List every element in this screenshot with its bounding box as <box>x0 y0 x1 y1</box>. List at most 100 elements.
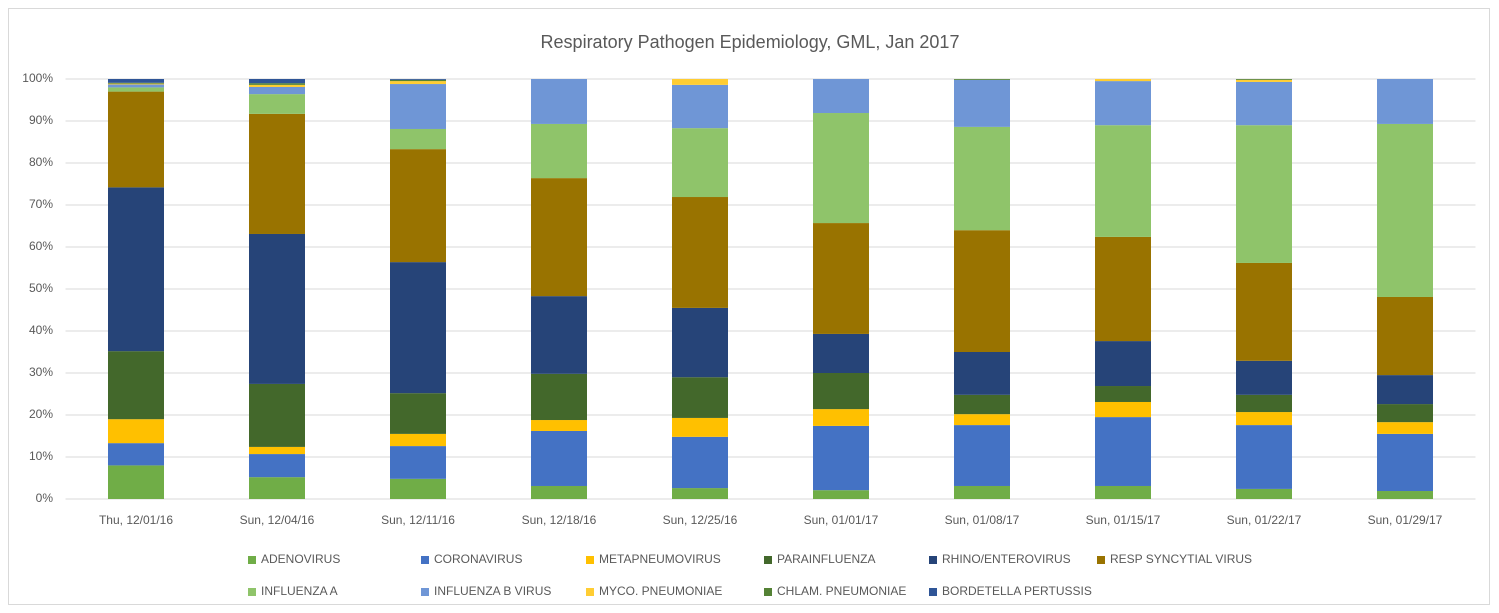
bar-segment <box>108 91 164 188</box>
bar-segment <box>108 443 164 466</box>
y-tick-label: 60% <box>29 239 53 253</box>
bar-segment <box>672 417 728 437</box>
bar-segment <box>813 79 869 114</box>
x-tick-label: Sun, 01/29/17 <box>1368 513 1443 527</box>
bar-segment <box>1236 394 1292 413</box>
legend-swatch <box>421 588 429 596</box>
y-tick-label: 100% <box>22 71 53 85</box>
bar-segment <box>1095 401 1151 418</box>
legend-label: RHINO/ENTEROVIRUS <box>942 552 1071 566</box>
bar-segment <box>672 488 728 499</box>
bar-segment <box>1236 79 1292 80</box>
legend-label: METAPNEUMOVIRUS <box>599 552 721 566</box>
x-tick-label: Sun, 01/01/17 <box>804 513 879 527</box>
bar-segment <box>108 82 164 84</box>
bar-segment <box>1236 262 1292 361</box>
bar-segment <box>390 478 446 499</box>
y-tick-label: 40% <box>29 323 53 337</box>
bar-segment <box>108 465 164 499</box>
bar-segment <box>249 383 305 447</box>
bar-segment <box>1095 417 1151 486</box>
bar-segment <box>249 86 305 95</box>
bar-segment <box>531 430 587 486</box>
bar-segment <box>1236 488 1292 499</box>
x-tick-label: Sun, 12/04/16 <box>240 513 315 527</box>
bar-segment <box>813 373 869 410</box>
y-tick-label: 70% <box>29 197 53 211</box>
bar-segment <box>954 79 1010 80</box>
bar-segment <box>390 79 446 80</box>
bar-segment <box>108 83 164 85</box>
bar-segment <box>390 262 446 394</box>
y-tick-label: 30% <box>29 365 53 379</box>
legend-swatch <box>764 588 772 596</box>
x-tick-label: Sun, 12/25/16 <box>663 513 738 527</box>
bar-segment <box>813 113 869 224</box>
bar-segment <box>1236 125 1292 263</box>
bar-segment <box>1236 412 1292 426</box>
legend-label: ADENOVIRUS <box>261 552 340 566</box>
bar-segment <box>390 446 446 479</box>
legend-swatch <box>248 588 256 596</box>
bar-segment <box>108 84 164 88</box>
x-tick-label: Thu, 12/01/16 <box>99 513 173 527</box>
bar-segment <box>531 123 587 179</box>
legend-swatch <box>764 556 772 564</box>
bar-segment <box>954 485 1010 499</box>
bar-segment <box>1095 81 1151 126</box>
legend-swatch <box>248 556 256 564</box>
bar-segment <box>1377 123 1433 297</box>
bar-segment <box>1095 125 1151 237</box>
bar-segment <box>954 126 1010 231</box>
bar-segment <box>954 394 1010 415</box>
bar-segment <box>531 178 587 297</box>
legend-swatch <box>929 588 937 596</box>
bar-segment <box>1377 404 1433 423</box>
y-tick-label: 50% <box>29 281 53 295</box>
bar-segment <box>249 83 305 85</box>
bar-segment <box>249 446 305 455</box>
bar-segment <box>531 79 587 124</box>
bar-segment <box>390 84 446 129</box>
bar-segment <box>1236 81 1292 126</box>
bar-segment <box>954 230 1010 352</box>
y-tick-label: 0% <box>36 491 54 505</box>
bar-segment <box>390 393 446 434</box>
bar-segment <box>813 223 869 334</box>
x-tick-label: Sun, 01/15/17 <box>1086 513 1161 527</box>
bar-segment <box>108 351 164 420</box>
bar-segment <box>672 128 728 198</box>
bar-segment <box>672 307 728 378</box>
legend-swatch <box>1097 556 1105 564</box>
bar-segment <box>1377 296 1433 376</box>
bar-segment <box>1236 360 1292 395</box>
bar-segment <box>954 79 1010 127</box>
bar-segment <box>1095 386 1151 402</box>
legend-swatch <box>586 588 594 596</box>
bar-segment <box>1095 236 1151 342</box>
y-tick-label: 90% <box>29 113 53 127</box>
x-tick-label: Sun, 01/22/17 <box>1227 513 1302 527</box>
bar-segment <box>390 81 446 85</box>
bar-segment <box>531 420 587 431</box>
bar-segment <box>954 352 1010 395</box>
legend-label: CORONAVIRUS <box>434 552 522 566</box>
legend-label: RESP SYNCYTIAL VIRUS <box>1110 552 1252 566</box>
bar-segment <box>672 436 728 489</box>
bar-segment <box>390 128 446 150</box>
legend-label: PARAINFLUENZA <box>777 552 875 566</box>
y-tick-label: 80% <box>29 155 53 169</box>
bar-segment <box>1095 79 1151 82</box>
bar-segment <box>1236 79 1292 82</box>
bar-segment <box>1236 425 1292 489</box>
bar-segment <box>1377 433 1433 492</box>
bar-segment <box>1095 485 1151 499</box>
bar-segment <box>108 187 164 352</box>
bar-segment <box>954 425 1010 486</box>
legend-label: CHLAM. PNEUMONIAE <box>777 584 906 598</box>
bar-segment <box>1377 422 1433 434</box>
x-tick-label: Sun, 12/11/16 <box>381 513 455 527</box>
bar-segment <box>1377 375 1433 405</box>
x-tick-label: Sun, 12/18/16 <box>522 513 597 527</box>
